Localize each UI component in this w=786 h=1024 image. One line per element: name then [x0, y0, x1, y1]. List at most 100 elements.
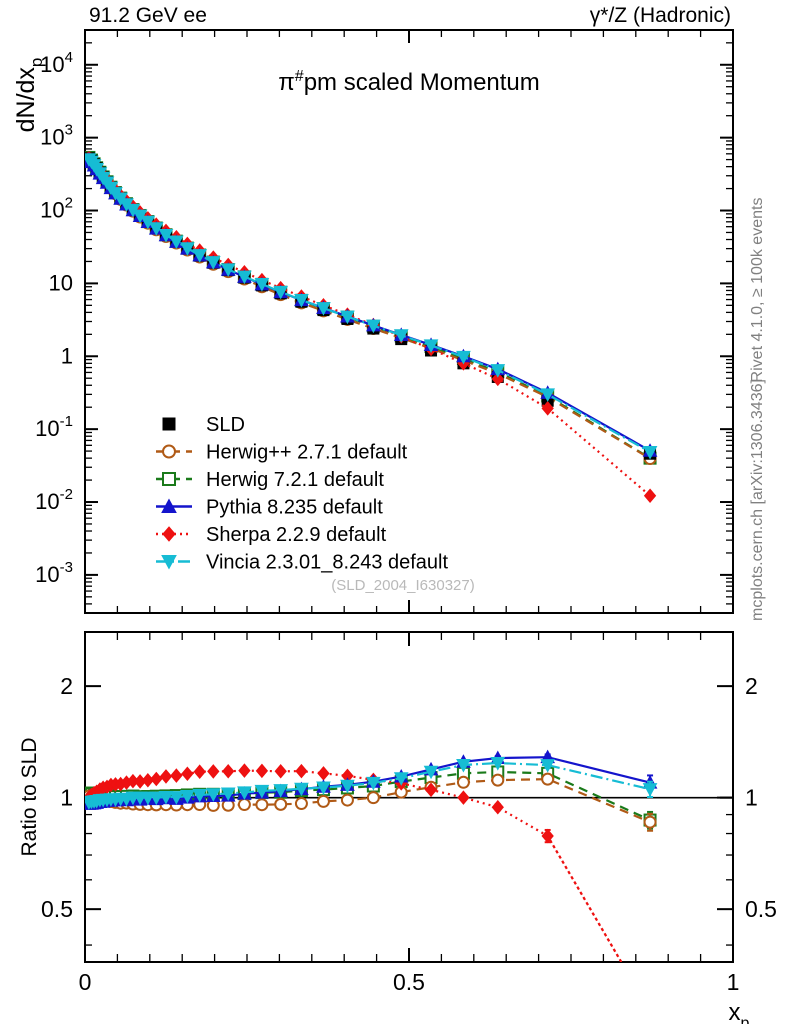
data-marker [490, 364, 506, 378]
legend-item[interactable]: Vincia 2.3.01_8.243 default [156, 552, 448, 574]
x-tick-label: 0 [79, 969, 92, 995]
data-marker [393, 329, 409, 343]
data-marker [540, 388, 556, 402]
data-marker [457, 790, 470, 805]
main-y-tick-label: 10-2 [35, 486, 73, 514]
legend-item[interactable]: Herwig++ 2.7.1 default [156, 442, 408, 464]
legend-item[interactable]: Herwig 7.2.1 default [156, 469, 384, 491]
legend-label: Sherpa 2.2.9 default [206, 524, 387, 546]
ratio-y-tick-label: 2 [60, 673, 73, 699]
data-marker [340, 779, 355, 794]
data-marker [205, 256, 221, 270]
data-marker [541, 772, 555, 786]
main-y-tick-label: 103 [40, 122, 73, 150]
data-marker [140, 215, 156, 230]
ratio-x-axis: 0 0.5 1 [79, 632, 740, 995]
data-marker [456, 775, 470, 789]
data-marker [424, 782, 438, 798]
main-data-layer [85, 150, 658, 504]
data-marker [491, 371, 504, 387]
data-marker [273, 784, 289, 798]
data-marker [193, 764, 206, 779]
data-marker [159, 769, 173, 784]
data-marker [456, 758, 471, 773]
main-x-axis [84, 30, 734, 613]
data-marker [366, 319, 381, 334]
legend-item[interactable]: Sherpa 2.2.9 default [156, 524, 387, 546]
data-marker [181, 766, 194, 782]
data-marker [162, 472, 176, 486]
data-marker [158, 228, 174, 243]
data-marker [254, 784, 270, 799]
legend-label: SLD [206, 414, 245, 436]
data-marker [274, 764, 287, 779]
series-line [88, 156, 651, 460]
ratio-y-axis-title: Ratio to SLD [18, 737, 41, 856]
data-marker [148, 222, 164, 236]
data-marker [456, 350, 471, 365]
rivet-version-label: Rivet 4.1.0, ≥ 100k events [749, 198, 766, 383]
data-marker [642, 783, 658, 797]
x-tick-label: 0.5 [393, 969, 425, 995]
main-y-tick-label: 10-1 [35, 413, 73, 441]
data-marker [180, 242, 195, 256]
data-marker [294, 797, 308, 811]
data-marker [642, 446, 658, 460]
main-y-tick-label: 102 [40, 195, 73, 223]
series-markers [85, 151, 657, 466]
data-marker [162, 526, 176, 542]
data-marker [169, 791, 184, 805]
data-marker [541, 401, 554, 416]
data-marker [162, 417, 176, 431]
data-marker [148, 791, 164, 806]
data-marker [316, 302, 331, 316]
data-marker [316, 794, 330, 808]
ratio-data-layer [85, 749, 658, 1018]
data-marker [316, 781, 331, 796]
data-marker [490, 757, 506, 771]
data-marker [491, 799, 504, 815]
ratio-y-tick-label-right: 2 [745, 673, 758, 699]
series-markers [85, 152, 657, 460]
data-marker [180, 790, 195, 804]
data-marker [161, 555, 177, 570]
legend-label: Herwig++ 2.7.1 default [206, 442, 408, 464]
data-marker [207, 764, 220, 779]
analysis-id-watermark: (SLD_2004_I630327) [331, 577, 474, 594]
data-marker [222, 764, 235, 779]
main-y-tick-label: 1 [61, 343, 73, 368]
data-marker [273, 285, 289, 300]
main-y-tick-label: 10 [49, 270, 73, 295]
data-marker [645, 1005, 656, 1018]
data-marker [643, 815, 657, 829]
plot-title: π#pm scaled Momentum [278, 68, 540, 96]
data-marker [295, 763, 308, 779]
data-marker [237, 786, 252, 800]
ratio-y-tick-label-right: 0.5 [745, 896, 777, 922]
data-marker [294, 782, 309, 797]
data-marker [238, 763, 251, 778]
legend-label: Pythia 8.235 default [206, 497, 383, 519]
data-marker [205, 788, 221, 802]
mcplots-reference-label: mcplots.cern.ch [arXiv:1306.3436] [749, 379, 766, 621]
data-marker [169, 235, 184, 250]
series-markers [85, 152, 658, 457]
data-marker [158, 790, 174, 805]
series-markers [85, 153, 658, 460]
data-marker [491, 773, 505, 787]
data-marker [340, 310, 355, 325]
main-y-tick-label: 10-3 [35, 559, 73, 587]
ratio-y-tick-label: 0.5 [41, 896, 73, 922]
data-marker [255, 763, 269, 779]
ratio-y-axis: 2 2 1 1 0.5 0.5 [41, 673, 777, 946]
x-tick-label: 1 [727, 969, 740, 995]
header-process: γ*/Z (Hadronic) [590, 4, 731, 27]
data-marker [294, 293, 309, 308]
data-marker [393, 772, 409, 786]
data-marker [170, 768, 183, 783]
legend-item[interactable]: Pythia 8.235 default [156, 497, 383, 519]
legend-item[interactable]: SLD [162, 414, 245, 436]
